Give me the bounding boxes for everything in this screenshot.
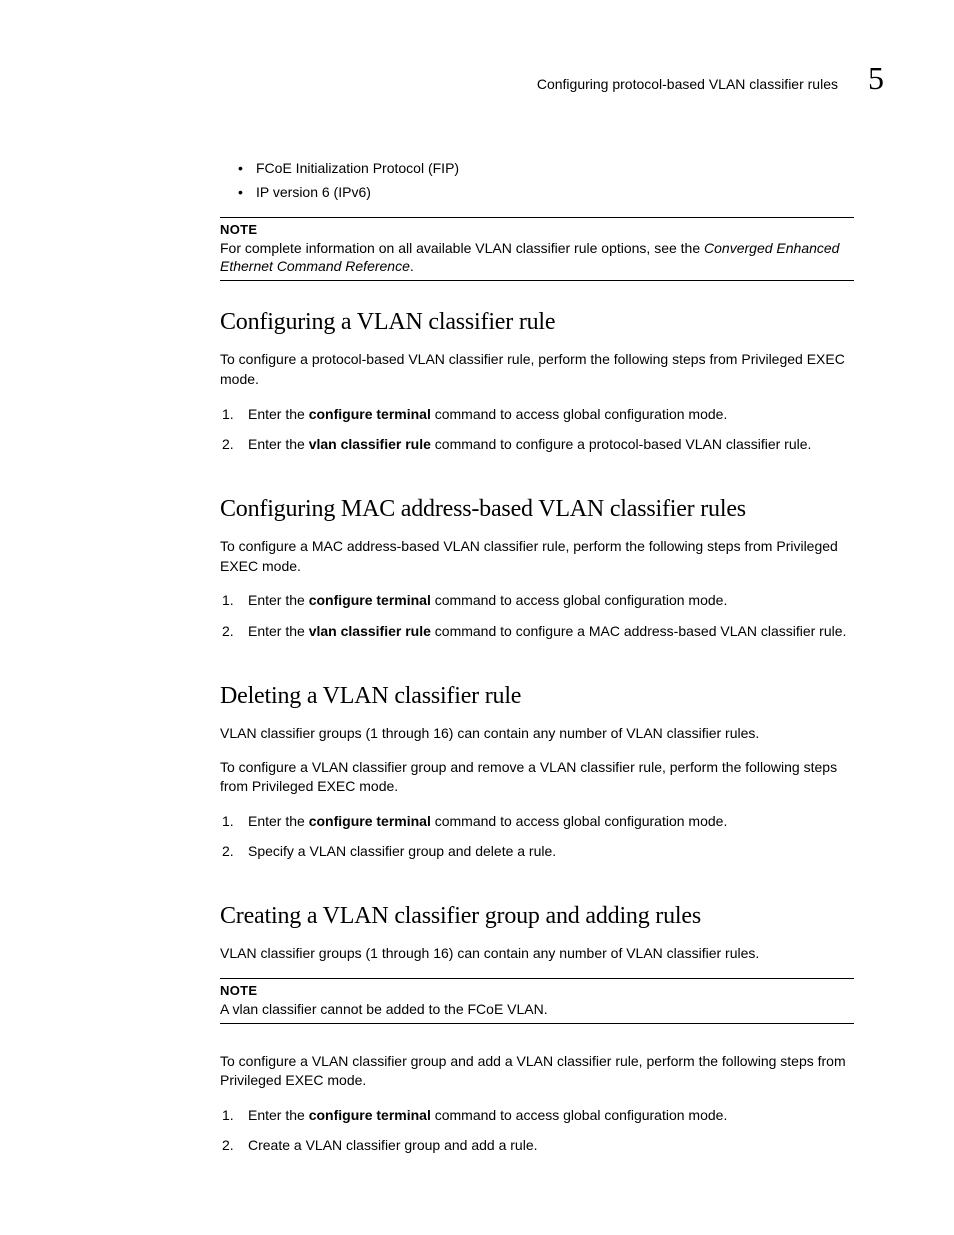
section-intro: VLAN classifier groups (1 through 16) ca…	[220, 944, 854, 964]
step-item: Create a VLAN classifier group and add a…	[220, 1135, 854, 1155]
section-heading: Deleting a VLAN classifier rule	[220, 683, 854, 710]
step-post: command to configure a MAC address-based…	[431, 623, 847, 639]
chapter-number: 5	[868, 60, 884, 97]
section-heading: Configuring a VLAN classifier rule	[220, 309, 854, 336]
section-intro: To configure a VLAN classifier group and…	[220, 758, 854, 797]
page-content: FCoE Initialization Protocol (FIP) IP ve…	[60, 157, 894, 1156]
section-configuring-rule: Configuring a VLAN classifier rule To co…	[220, 309, 854, 454]
step-command: vlan classifier rule	[309, 436, 431, 452]
step-pre: Enter the	[248, 1107, 309, 1123]
section-intro: To configure a protocol-based VLAN class…	[220, 350, 854, 389]
step-item: Enter the vlan classifier rule command t…	[220, 434, 854, 454]
section-creating-group: Creating a VLAN classifier group and add…	[220, 903, 854, 1155]
bullet-item: FCoE Initialization Protocol (FIP)	[238, 157, 854, 181]
page: Configuring protocol-based VLAN classifi…	[0, 0, 954, 1226]
steps-list: Enter the configure terminal command to …	[220, 811, 854, 862]
section-intro: To configure a VLAN classifier group and…	[220, 1052, 854, 1091]
steps-list: Enter the configure terminal command to …	[220, 590, 854, 641]
step-command: configure terminal	[309, 406, 431, 422]
section-configuring-mac-rules: Configuring MAC address-based VLAN class…	[220, 496, 854, 641]
steps-list: Enter the configure terminal command to …	[220, 404, 854, 455]
step-pre: Enter the	[248, 592, 309, 608]
note-text-prefix: For complete information on all availabl…	[220, 240, 704, 256]
step-command: vlan classifier rule	[309, 623, 431, 639]
step-command: configure terminal	[309, 1107, 431, 1123]
step-item: Enter the configure terminal command to …	[220, 404, 854, 424]
section-intro: VLAN classifier groups (1 through 16) ca…	[220, 724, 854, 744]
step-item: Specify a VLAN classifier group and dele…	[220, 841, 854, 861]
step-post: command to access global configuration m…	[431, 813, 728, 829]
step-post: command to configure a protocol-based VL…	[431, 436, 812, 452]
note-body: For complete information on all availabl…	[220, 239, 854, 277]
note-label: NOTE	[220, 983, 854, 998]
step-command: configure terminal	[309, 592, 431, 608]
step-pre: Enter the	[248, 406, 309, 422]
note-label: NOTE	[220, 222, 854, 237]
page-header: Configuring protocol-based VLAN classifi…	[60, 60, 894, 97]
step-item: Enter the configure terminal command to …	[220, 590, 854, 610]
step-pre: Enter the	[248, 813, 309, 829]
steps-list: Enter the configure terminal command to …	[220, 1105, 854, 1156]
bullet-list: FCoE Initialization Protocol (FIP) IP ve…	[220, 157, 854, 205]
section-intro: To configure a MAC address-based VLAN cl…	[220, 537, 854, 576]
step-plain: Specify a VLAN classifier group and dele…	[248, 843, 556, 859]
step-post: command to access global configuration m…	[431, 406, 728, 422]
bullet-item: IP version 6 (IPv6)	[238, 181, 854, 205]
note-block: NOTE A vlan classifier cannot be added t…	[220, 978, 854, 1024]
note-text-suffix: .	[410, 258, 414, 274]
step-item: Enter the configure terminal command to …	[220, 811, 854, 831]
section-deleting-rule: Deleting a VLAN classifier rule VLAN cla…	[220, 683, 854, 861]
running-head: Configuring protocol-based VLAN classifi…	[537, 76, 838, 92]
step-pre: Enter the	[248, 623, 309, 639]
note-block: NOTE For complete information on all ava…	[220, 217, 854, 282]
section-heading: Creating a VLAN classifier group and add…	[220, 903, 854, 930]
step-command: configure terminal	[309, 813, 431, 829]
note-body: A vlan classifier cannot be added to the…	[220, 1000, 854, 1019]
step-item: Enter the vlan classifier rule command t…	[220, 621, 854, 641]
section-heading: Configuring MAC address-based VLAN class…	[220, 496, 854, 523]
step-post: command to access global configuration m…	[431, 592, 728, 608]
step-item: Enter the configure terminal command to …	[220, 1105, 854, 1125]
step-post: command to access global configuration m…	[431, 1107, 728, 1123]
step-pre: Enter the	[248, 436, 309, 452]
step-plain: Create a VLAN classifier group and add a…	[248, 1137, 538, 1153]
